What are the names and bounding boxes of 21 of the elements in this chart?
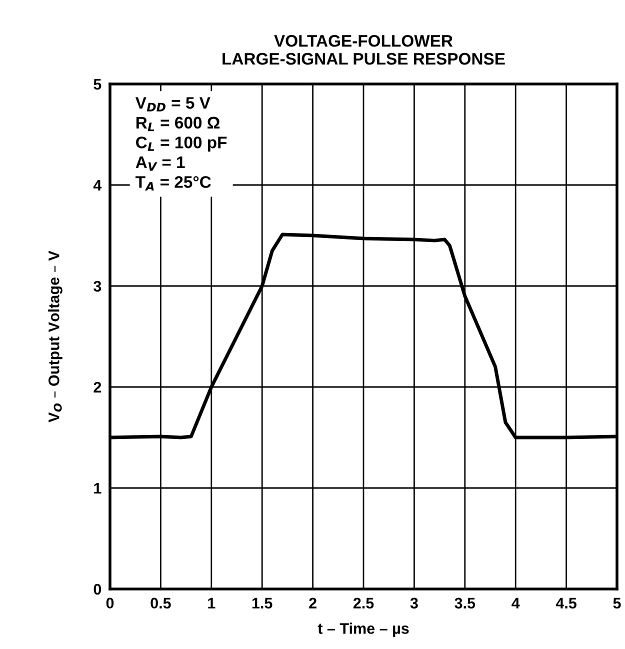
x-tick-label: 4.5 (556, 598, 576, 609)
x-tick-label: 3.5 (454, 598, 476, 609)
x-axis-title: t – Time – µs (318, 622, 409, 637)
y-tick-label: 2 (94, 382, 102, 393)
y-tick-label: 1 (94, 483, 102, 494)
chart-title: VOLTAGE-FOLLOWER LARGE-SIGNAL PULSE RESPONSE (222, 34, 505, 65)
x-tick-label: 0 (106, 598, 114, 609)
text: V$_{DD}$ = 5 V R$_{L}$ = 600 Ω C$_{L}$ = 100 pF A$_{V}$ = 1 T$_{A}$ = 25°C (135, 97, 227, 191)
y-tick-label: 3 (94, 280, 102, 292)
x-tick-label: 2.5 (353, 598, 374, 609)
x-tick-label: 4 (512, 598, 520, 608)
x-tick-label: 5 (613, 598, 621, 609)
y-tick-label: 4 (93, 180, 102, 191)
x-tick-label: 1 (208, 598, 216, 608)
x-tick-label: 1.5 (252, 598, 272, 609)
y-axis-title: V$_{O}$ – Output Voltage – V (48, 250, 62, 422)
x-tick-label: 0.5 (150, 598, 171, 609)
x-tick-label: 3 (410, 598, 418, 609)
x-tick-label: 2 (309, 598, 316, 608)
y-tick-label: 0 (94, 584, 102, 595)
y-tick-label: 5 (94, 79, 102, 90)
